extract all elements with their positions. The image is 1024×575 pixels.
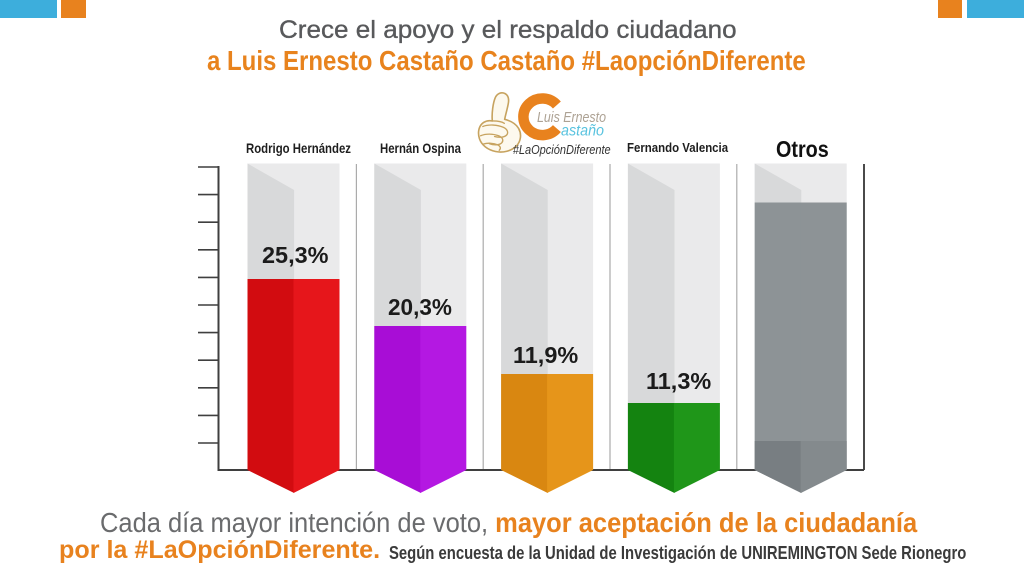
- svg-text:Luis Ernesto: Luis Ernesto: [537, 109, 606, 126]
- svg-text:astaño: astaño: [561, 123, 604, 140]
- svg-text:#LaOpciónDiferente: #LaOpciónDiferente: [513, 142, 611, 157]
